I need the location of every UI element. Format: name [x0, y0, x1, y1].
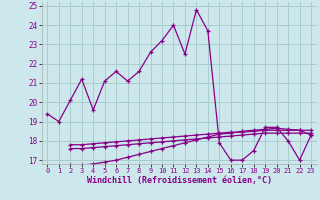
- X-axis label: Windchill (Refroidissement éolien,°C): Windchill (Refroidissement éolien,°C): [87, 176, 272, 185]
